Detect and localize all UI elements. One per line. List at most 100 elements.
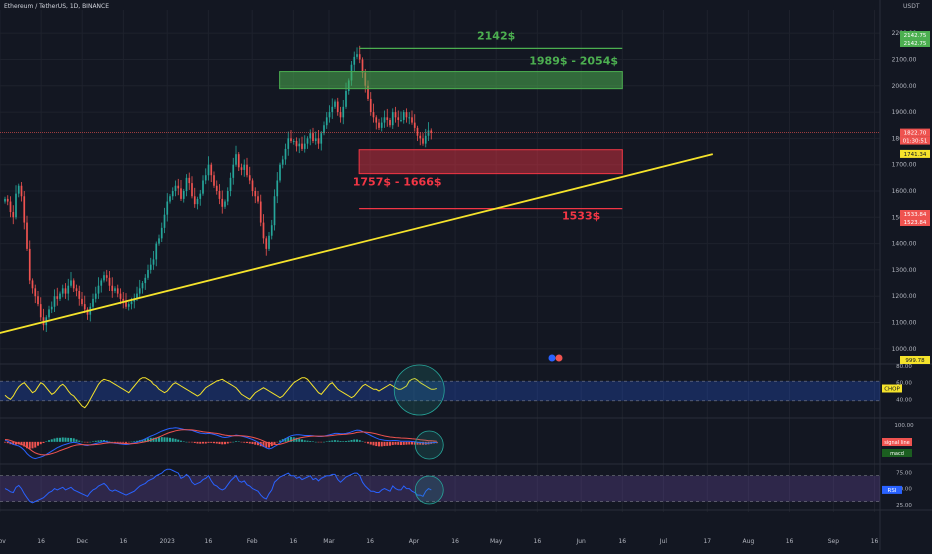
candle-body (303, 143, 306, 149)
macd-histogram-bar (391, 441, 394, 446)
candle-body (23, 196, 26, 223)
candle-body (4, 198, 6, 202)
macd-histogram-bar (320, 441, 323, 443)
macd-histogram-bar (42, 441, 45, 444)
macd-histogram-bar (314, 441, 317, 443)
candle-body (83, 304, 86, 310)
macd-histogram-bar (254, 441, 257, 445)
macd-histogram-bar (111, 441, 114, 443)
candle-body (262, 222, 265, 239)
candle-body (204, 175, 207, 181)
time-axis-tick-label: Feb (247, 538, 258, 545)
macd-histogram-bar (394, 441, 397, 445)
macd-histogram-bar (53, 438, 56, 442)
macd-histogram-bar (56, 437, 59, 442)
macd-histogram-bar (408, 441, 411, 445)
macd-histogram-bar (325, 441, 328, 442)
candle-body (122, 298, 125, 302)
candle-body (246, 164, 248, 176)
macd-histogram-bar (251, 441, 254, 445)
candle-body (125, 301, 127, 307)
macd-histogram-bar (336, 440, 339, 442)
candle-body (232, 164, 235, 178)
candle-body (103, 275, 105, 281)
candle-body (273, 196, 276, 226)
candle-body (147, 269, 149, 278)
macd-histogram-bar (100, 440, 103, 442)
macd-histogram-bar (147, 438, 149, 442)
price-tag-1533-a-bg (900, 210, 930, 218)
macd-histogram-bar (224, 441, 226, 445)
candle-body (405, 112, 408, 118)
macd-histogram-bar (416, 441, 419, 445)
resistance-zone (279, 71, 623, 90)
time-axis-tick-label: 16 (366, 538, 374, 545)
candle-body (218, 191, 221, 199)
macd-histogram-bar (257, 441, 259, 446)
macd-tag: macd (890, 451, 904, 457)
price-tag-trendline-bg (900, 149, 930, 158)
macd-histogram-bar (122, 441, 125, 443)
macd-histogram-bar (358, 440, 361, 442)
candle-body (20, 185, 23, 197)
candle-body (320, 133, 323, 144)
candle-body (149, 264, 152, 270)
macd-histogram-bar (204, 441, 207, 444)
macd-histogram-bar (196, 441, 199, 444)
candle-body (56, 296, 59, 299)
candle-body (78, 290, 81, 299)
macd-histogram-bar (127, 441, 130, 443)
candle-body (226, 191, 229, 202)
macd-highlight-circle (414, 430, 444, 460)
countdown-tag: 01:30:51 (903, 139, 928, 145)
candle-body (169, 196, 171, 202)
candle-body (207, 164, 210, 176)
candle-body (213, 175, 215, 186)
macd-histogram-bar (210, 441, 213, 443)
macd-histogram-bar (402, 441, 405, 445)
macd-histogram-bar (152, 437, 155, 442)
time-axis-tick-label: 16 (871, 538, 879, 545)
macd-histogram-bar (375, 441, 378, 447)
candle-body (372, 112, 375, 118)
time-axis-tick-label: 16 (120, 538, 128, 545)
macd-histogram-bar (61, 437, 64, 442)
candle-body (402, 112, 405, 120)
candle-body (48, 309, 50, 318)
candle-body (61, 288, 64, 294)
macd-tag-bg (882, 449, 912, 457)
macd-histogram-bar (312, 441, 314, 443)
candle-body (243, 164, 246, 170)
macd-histogram-bar (248, 441, 251, 444)
candle-body (221, 198, 224, 207)
macd-histogram-bar (309, 441, 312, 442)
chop-axis-tick-label: 80.00 (896, 364, 912, 370)
candle-body (240, 167, 243, 170)
currency-label: USDT (903, 3, 920, 10)
macd-histogram-bar (306, 440, 309, 442)
price-tag-2142-a: 2142.75 (904, 33, 927, 39)
candle-body (298, 143, 301, 147)
candle-body (317, 138, 320, 144)
candle-body (86, 309, 89, 315)
candle-body (138, 288, 141, 294)
macd-histogram-bar (240, 441, 243, 443)
candle-body (391, 112, 394, 126)
macd-histogram-bar (419, 441, 422, 445)
time-axis-tick-label: Aug (743, 538, 755, 545)
candle-body (408, 117, 411, 119)
macd-histogram-bar (193, 441, 196, 444)
candle-body (174, 185, 177, 191)
macd-histogram-bar (31, 441, 34, 449)
price-tag-2142-b: 2142.75 (904, 41, 927, 47)
time-axis-tick-label: 16 (618, 538, 626, 545)
candle-body (119, 293, 122, 299)
macd-histogram-bar (235, 441, 237, 442)
candle-body (237, 154, 240, 168)
candle-body (180, 188, 182, 199)
macd-histogram-bar (367, 441, 369, 444)
candle-body (136, 293, 138, 299)
macd-histogram-bar (50, 439, 53, 442)
